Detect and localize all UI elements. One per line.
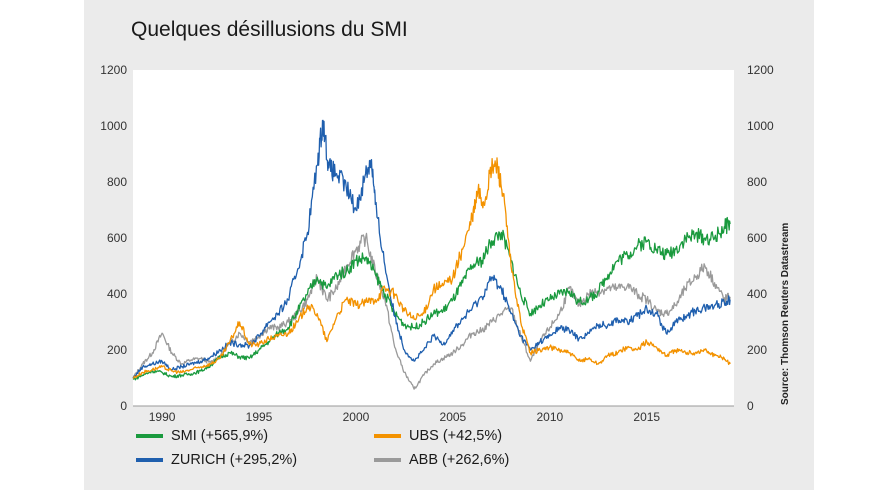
legend-label-abb: ABB (+262,6%): [409, 452, 510, 468]
legend-label-smi: SMI (+565,9%): [171, 428, 269, 444]
series-line-smi: [132, 216, 731, 381]
series-group: [132, 119, 731, 390]
x-tick-2000: 2000: [343, 410, 370, 424]
legend-swatch-ubs: [374, 434, 401, 438]
y-tick-left-400: 400: [107, 287, 127, 301]
legend-item-smi: SMI (+565,9%): [136, 427, 268, 445]
x-tick-1990: 1990: [149, 410, 176, 424]
y-tick-left-600: 600: [107, 231, 127, 245]
y-tick-left-200: 200: [107, 343, 127, 357]
y-tick-left-1200: 1200: [100, 63, 127, 77]
legend-label-zurich: ZURICH (+295,2%): [171, 452, 298, 468]
x-tick-2010: 2010: [536, 410, 563, 424]
y-tick-left-800: 800: [107, 175, 127, 189]
y-tick-right-200: 200: [747, 343, 767, 357]
legend-swatch-smi: [136, 434, 163, 438]
y-tick-right-800: 800: [747, 175, 767, 189]
legend-item-zurich: ZURICH (+295,2%): [136, 451, 297, 469]
x-tick-1995: 1995: [246, 410, 273, 424]
source-note: Source: Thomson Reuters Datastream: [780, 222, 791, 405]
legend-swatch-abb: [374, 458, 401, 462]
series-line-ubs: [132, 157, 731, 379]
y-axis-left: 0 200 400 600 800 1000 1200: [100, 63, 127, 413]
legend-label-ubs: UBS (+42,5%): [409, 428, 503, 444]
legend-item-abb: ABB (+262,6%): [374, 451, 509, 469]
x-tick-2005: 2005: [440, 410, 467, 424]
chart-title: Quelques désillusions du SMI: [131, 18, 408, 41]
legend-item-ubs: UBS (+42,5%): [374, 427, 502, 445]
y-axis-right: 0 200 400 600 800 1000 1200: [747, 63, 774, 413]
x-axis: 1990 1995 2000 2005 2010 2015: [133, 405, 734, 424]
series-line-zurich: [132, 119, 731, 379]
x-tick-2015: 2015: [633, 410, 660, 424]
y-tick-right-400: 400: [747, 287, 767, 301]
y-tick-right-1000: 1000: [747, 119, 774, 133]
y-tick-right-1200: 1200: [747, 63, 774, 77]
legend-swatch-zurich: [136, 458, 163, 462]
y-tick-left-1000: 1000: [100, 119, 127, 133]
y-tick-right-600: 600: [747, 231, 767, 245]
y-tick-left-0: 0: [120, 399, 127, 413]
series-line-abb: [132, 232, 731, 390]
y-tick-right-0: 0: [747, 399, 754, 413]
